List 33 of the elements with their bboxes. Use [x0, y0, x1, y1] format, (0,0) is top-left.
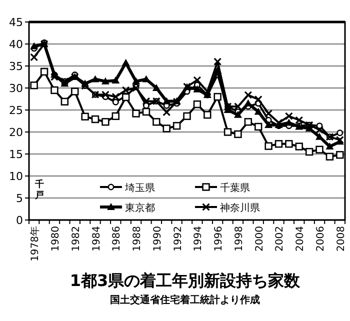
y-tick-label: 15	[9, 148, 23, 161]
x-tick-label: 1994	[193, 226, 204, 252]
x-tick-label: 1986	[112, 226, 123, 252]
y-tick-label: 40	[9, 38, 23, 51]
y-tick-label: 35	[9, 60, 23, 73]
x-tick-label: 1998	[234, 226, 245, 252]
x-tick-label: 2000	[254, 226, 266, 252]
legend-label: 東京都	[125, 202, 155, 214]
text: 1都3県の着工年別新設持ち家数	[70, 271, 302, 290]
x-tick-label: 1996	[214, 226, 225, 252]
y-tick-label: 20	[9, 126, 23, 139]
y-tick-label: 0	[16, 214, 23, 227]
legend-label: 埼玉県	[124, 182, 155, 194]
y-tick-label: 5	[16, 192, 23, 205]
x-tick-label: 2004	[295, 226, 306, 252]
y-tick-label: 30	[9, 82, 23, 95]
x-tick-label: 1984	[91, 226, 102, 252]
y-axis-title: 千戸	[34, 179, 44, 201]
x-tick-label: 1980	[50, 226, 62, 252]
x-tick-label: 1982	[70, 226, 82, 252]
x-tick-label: 1978年	[29, 226, 42, 262]
x-tick-label: 2008	[336, 226, 347, 252]
y-tick-label: 25	[9, 104, 23, 117]
legend-label: 神奈川県	[220, 202, 260, 214]
y-tick-label: 10	[9, 170, 23, 183]
y-tick-label: 45	[9, 16, 23, 29]
x-tick-label: 1988	[132, 226, 144, 252]
x-tick-label: 2006	[316, 226, 327, 252]
legend-label: 千葉県	[220, 182, 250, 194]
x-tick-label: 1990	[152, 226, 164, 252]
x-tick-label: 1992	[172, 226, 184, 252]
text: 国土交通省住宅着工統計より作成	[110, 294, 260, 306]
x-tick-label: 2002	[274, 226, 286, 252]
